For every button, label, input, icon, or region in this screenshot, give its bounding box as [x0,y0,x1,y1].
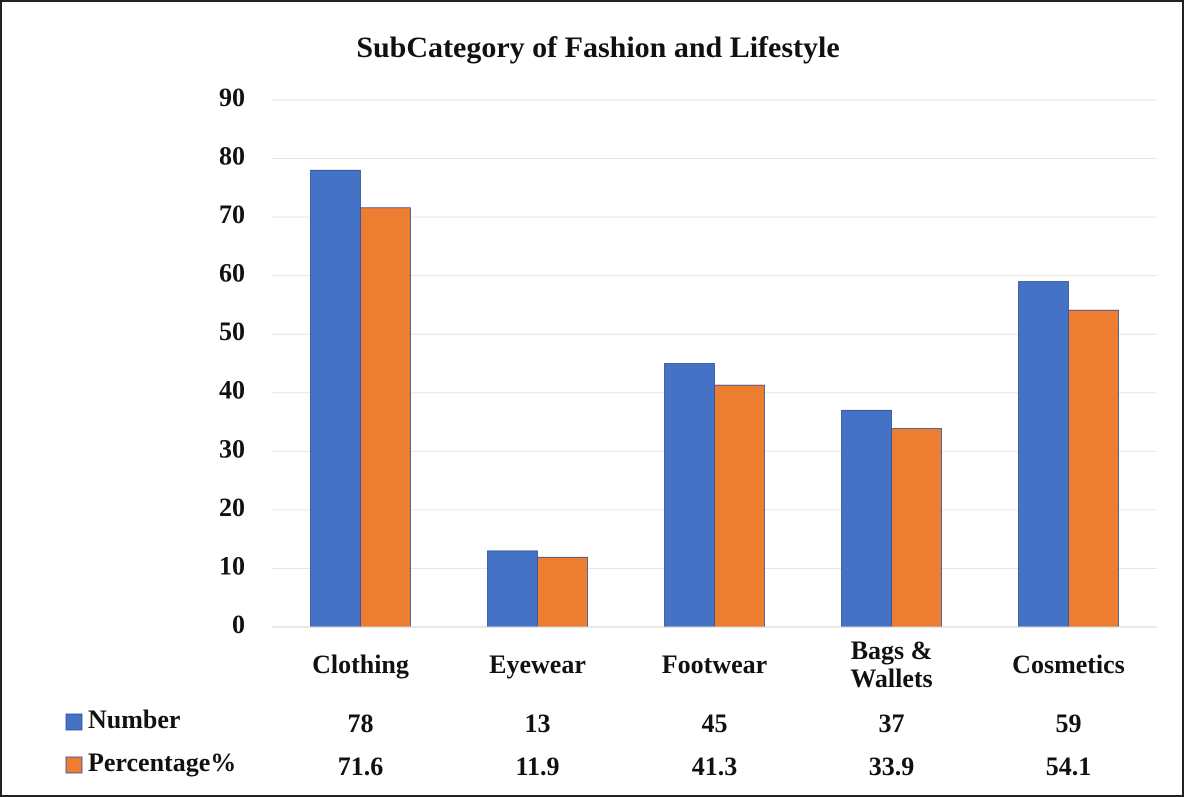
bar [360,207,411,628]
bar [841,409,892,628]
bar [487,550,538,628]
legend-swatch [65,713,83,731]
x-tick-label: Eyewear [489,650,586,679]
bar [1068,309,1119,628]
table-value: 13 [525,709,551,738]
bar [664,363,715,628]
table-value: 71.6 [338,752,384,781]
x-tick-label: Clothing [312,650,409,679]
table-value: 54.1 [1046,752,1092,781]
y-tick-label: 20 [219,493,245,522]
bar [891,428,942,628]
x-tick-label: Bags & Wallets [850,636,932,693]
legend-label: Percentage% [88,748,236,777]
table-value: 33.9 [869,752,915,781]
x-tick-label: Footwear [662,650,767,679]
table-value: 45 [702,709,728,738]
legend-swatch [65,756,83,774]
table-value: 37 [879,709,905,738]
chart-title: SubCategory of Fashion and Lifestyle [356,31,839,64]
y-tick-label: 30 [219,434,245,463]
legend-label: Number [88,705,180,734]
y-tick-label: 80 [219,142,245,171]
y-tick-label: 0 [232,610,245,639]
y-tick-label: 40 [219,376,245,405]
x-tick-label: Cosmetics [1012,650,1125,679]
bar [1018,281,1069,628]
bar [310,169,361,628]
bar [714,384,765,628]
bar [537,556,588,628]
y-tick-label: 70 [219,200,245,229]
y-tick-label: 60 [219,259,245,288]
table-value: 59 [1056,709,1082,738]
table-value: 78 [348,709,374,738]
y-tick-label: 50 [219,317,245,346]
y-tick-label: 90 [219,83,245,112]
y-tick-label: 10 [219,551,245,580]
table-value: 41.3 [692,752,738,781]
table-value: 11.9 [515,752,559,781]
